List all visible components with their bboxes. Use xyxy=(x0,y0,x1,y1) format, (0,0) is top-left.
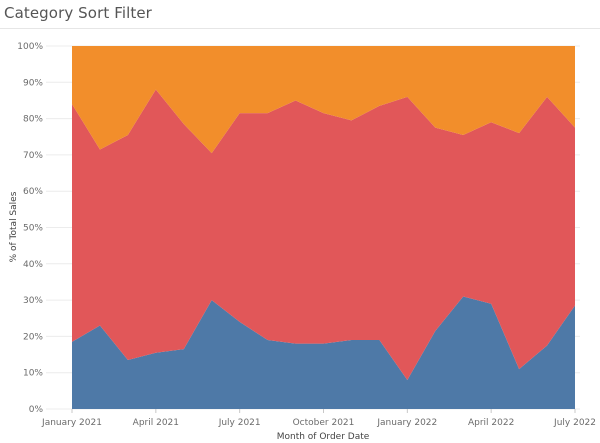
y-tick-label: 0% xyxy=(29,405,44,415)
x-tick-label: July 2021 xyxy=(218,418,261,428)
y-tick-label: 60% xyxy=(23,187,43,197)
page-title: Category Sort Filter xyxy=(4,4,152,22)
y-tick-label: 100% xyxy=(17,42,43,52)
y-tick-label: 70% xyxy=(23,151,43,161)
x-axis-ticks: January 2021 April 2021 July 2021 October 2… xyxy=(41,409,596,428)
series-area-0[interactable] xyxy=(72,296,575,409)
y-tick-label: 10% xyxy=(23,369,43,379)
y-axis-ticks: 0% 10% 20% 30% 40% 50% 60% 70% 80% 90% 100% xyxy=(17,42,43,415)
y-tick-label: 80% xyxy=(23,115,43,125)
y-tick-label: 90% xyxy=(23,78,43,88)
x-tick-label: January 2022 xyxy=(376,418,437,428)
x-tick-label: April 2021 xyxy=(133,418,179,428)
series-area-2[interactable] xyxy=(72,46,575,154)
y-axis-label: % of Total Sales xyxy=(9,191,19,262)
title-divider xyxy=(0,28,600,29)
x-tick-label: January 2021 xyxy=(41,418,102,428)
series-areas xyxy=(72,46,575,409)
series-area-1[interactable] xyxy=(72,89,575,380)
y-tick-label: 20% xyxy=(23,332,43,342)
x-tick-label: April 2022 xyxy=(468,418,514,428)
y-tick-label: 50% xyxy=(23,224,43,234)
y-tick-label: 30% xyxy=(23,296,43,306)
y-tick-label: 40% xyxy=(23,260,43,270)
x-tick-label: October 2021 xyxy=(293,418,355,428)
x-axis-label: Month of Order Date xyxy=(277,432,370,442)
x-tick-label: July 2022 xyxy=(553,418,596,428)
